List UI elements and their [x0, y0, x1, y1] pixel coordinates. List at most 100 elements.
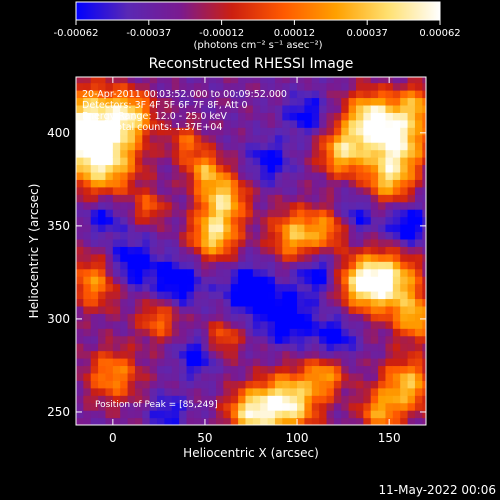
heatmap-cell: [311, 90, 320, 99]
heatmap-cell: [400, 77, 409, 84]
heatmap-cell: [179, 238, 188, 247]
heatmap-cell: [164, 372, 173, 381]
heatmap-cell: [407, 261, 416, 270]
heatmap-cell: [274, 313, 283, 322]
heatmap-cell: [333, 246, 342, 255]
heatmap-cell: [385, 127, 394, 136]
heatmap-cell: [245, 112, 254, 121]
heatmap-cell: [208, 149, 217, 158]
heatmap-cell: [392, 97, 401, 106]
heatmap-cell: [260, 410, 269, 419]
heatmap-cell: [186, 134, 195, 143]
heatmap-cell: [171, 82, 180, 91]
heatmap-cell: [83, 402, 92, 411]
heatmap-cell: [83, 320, 92, 329]
heatmap-cell: [304, 119, 313, 128]
heatmap-cell: [193, 343, 202, 352]
heatmap-cell: [414, 276, 423, 285]
heatmap-cell: [326, 410, 335, 419]
heatmap-cell: [179, 261, 188, 270]
heatmap-cell: [252, 224, 261, 233]
heatmap-cell: [179, 350, 188, 359]
heatmap-cell: [223, 410, 232, 419]
heatmap-cell: [193, 179, 202, 188]
heatmap-cell: [230, 157, 239, 166]
heatmap-cell: [311, 201, 320, 210]
heatmap-cell: [134, 209, 143, 218]
heatmap-cell: [223, 77, 232, 84]
heatmap-cell: [90, 216, 99, 225]
heatmap-cell: [385, 305, 394, 314]
heatmap-cell: [385, 209, 394, 218]
heatmap-cell: [400, 253, 409, 262]
heatmap-cell: [112, 134, 121, 143]
heatmap-cell: [304, 305, 313, 314]
heatmap-cell: [407, 209, 416, 218]
heatmap-cell: [370, 372, 379, 381]
heatmap-cell: [363, 104, 372, 113]
heatmap-cell: [356, 402, 364, 411]
heatmap-cell: [414, 365, 423, 374]
heatmap-cell: [422, 298, 426, 307]
heatmap-cell: [274, 261, 283, 270]
heatmap-cell: [98, 164, 107, 173]
heatmap-cell: [216, 224, 224, 233]
heatmap-cell: [356, 298, 364, 307]
heatmap-cell: [407, 112, 416, 121]
heatmap-cell: [171, 358, 180, 367]
heatmap-cell: [407, 253, 416, 262]
heatmap-cell: [216, 291, 224, 300]
heatmap-cell: [120, 395, 129, 404]
heatmap-cell: [90, 77, 99, 84]
heatmap-cell: [201, 246, 210, 255]
heatmap-cell: [90, 395, 99, 404]
heatmap-cell: [378, 238, 387, 247]
heatmap-cell: [400, 216, 409, 225]
heatmap-cell: [164, 231, 173, 240]
heatmap-cell: [274, 276, 283, 285]
heatmap-cell: [127, 201, 136, 210]
heatmap-cell: [157, 387, 166, 396]
heatmap-cell: [171, 291, 180, 300]
heatmap-cell: [333, 261, 342, 270]
heatmap-cell: [186, 231, 195, 240]
heatmap-cell: [392, 350, 401, 359]
heatmap-cell: [216, 358, 224, 367]
heatmap-cell: [216, 82, 224, 91]
heatmap-cell: [311, 283, 320, 292]
heatmap-cell: [282, 343, 291, 352]
heatmap-cell: [245, 387, 254, 396]
heatmap-cell: [83, 238, 92, 247]
heatmap-cell: [385, 358, 394, 367]
heatmap-cell: [238, 82, 247, 91]
heatmap-cell: [252, 171, 261, 180]
heatmap-cell: [422, 261, 426, 270]
heatmap-cell: [157, 298, 166, 307]
heatmap-cell: [216, 328, 224, 337]
heatmap-cell: [267, 328, 276, 337]
heatmap-cell: [98, 387, 107, 396]
heatmap-cell: [378, 328, 387, 337]
heatmap-cell: [208, 328, 217, 337]
heatmap-cell: [252, 253, 261, 262]
heatmap-cell: [370, 231, 379, 240]
heatmap-cell: [245, 365, 254, 374]
heatmap-cell: [319, 402, 328, 411]
heatmap-cell: [142, 358, 151, 367]
heatmap-cell: [267, 186, 276, 195]
heatmap-cell: [142, 320, 151, 329]
heatmap-cell: [252, 372, 261, 381]
heatmap-cell: [105, 238, 114, 247]
heatmap-cell: [274, 358, 283, 367]
heatmap-cell: [112, 261, 121, 270]
heatmap-cell: [201, 231, 210, 240]
heatmap-cell: [289, 328, 298, 337]
heatmap-cell: [193, 313, 202, 322]
heatmap-cell: [356, 82, 364, 91]
heatmap-cell: [356, 410, 364, 419]
heatmap-cell: [252, 77, 261, 84]
heatmap-cell: [414, 179, 423, 188]
heatmap-cell: [304, 320, 313, 329]
heatmap-cell: [385, 90, 394, 99]
heatmap-cell: [149, 97, 158, 106]
